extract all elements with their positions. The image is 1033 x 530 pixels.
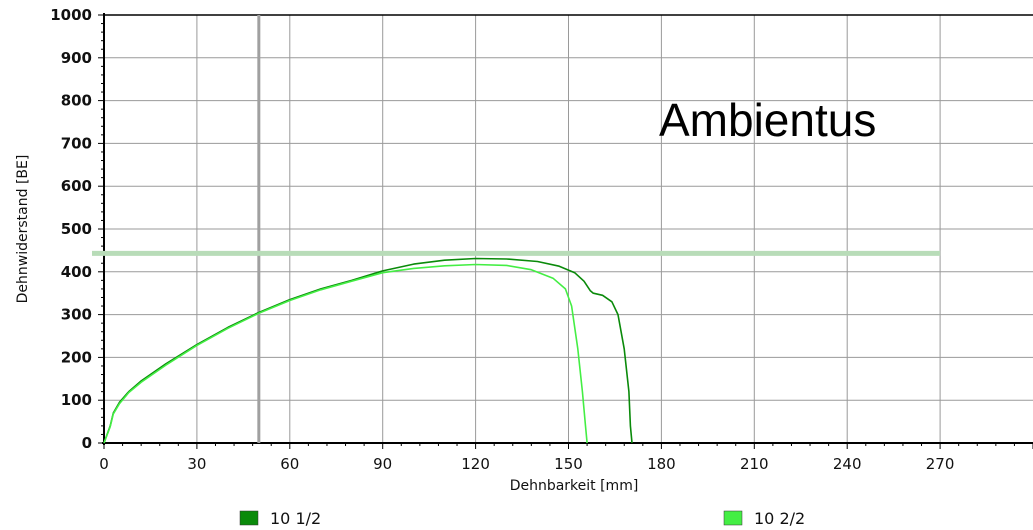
y-tick-label: 500 <box>61 220 92 238</box>
tick-labels: 0 100 200 300 400 500 600 700 800 900 1000 0 30 60 90 1… <box>50 6 954 473</box>
y-tick-label: 400 <box>61 263 92 281</box>
series-line-1 <box>103 257 633 444</box>
x-tick-label: 240 <box>833 455 862 473</box>
legend-swatch <box>239 510 259 526</box>
x-tick-label: 180 <box>647 455 676 473</box>
x-tick-label: 60 <box>280 455 299 473</box>
y-tick-label: 1000 <box>50 6 92 24</box>
x-tick-label: 90 <box>373 455 392 473</box>
y-tick-label: 100 <box>61 391 92 409</box>
y-axis-title: Dehnwiderstand [BE] <box>15 155 31 304</box>
y-tick-label: 700 <box>61 134 92 152</box>
x-tick-label: 270 <box>926 455 955 473</box>
axes <box>98 13 1033 449</box>
grid <box>103 14 1033 444</box>
x-axis-title: Dehnbarkeit [mm] <box>510 478 639 494</box>
x-tick-label: 30 <box>187 455 206 473</box>
series-line-2 <box>103 263 588 444</box>
x-tick-label: 0 <box>99 455 109 473</box>
series-lines <box>103 257 633 444</box>
y-tick-label: 900 <box>61 49 92 67</box>
y-tick-label: 600 <box>61 177 92 195</box>
y-tick-label: 800 <box>61 92 92 110</box>
x-tick-label: 150 <box>554 455 583 473</box>
ambientus-annotation: Ambientus <box>659 94 876 146</box>
legend-swatch <box>723 510 743 526</box>
x-tick-label: 210 <box>740 455 769 473</box>
legend-label: 10 1/2 <box>270 509 321 528</box>
legend: 10 1/2 10 2/2 <box>239 509 805 528</box>
y-tick-label: 200 <box>61 348 92 366</box>
markers <box>92 15 941 443</box>
x-tick-label: 120 <box>461 455 490 473</box>
y-tick-label: 0 <box>82 434 92 452</box>
y-tick-label: 300 <box>61 306 92 324</box>
legend-label: 10 2/2 <box>754 509 805 528</box>
